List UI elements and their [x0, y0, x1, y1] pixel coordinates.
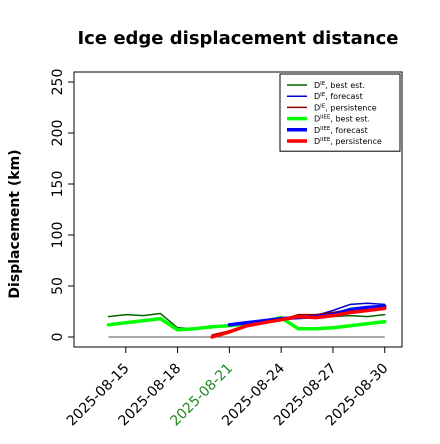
legend-label: DIE, best est.	[314, 81, 365, 90]
chart-title: Ice edge displacement distance	[77, 28, 398, 49]
legend-label: DIE, forecast	[314, 92, 363, 101]
y-tick-label: 150	[50, 171, 66, 198]
plot-frame	[73, 71, 403, 348]
legend-label: DIIEE, best est.	[314, 115, 370, 124]
legend-label: DIIEE, persistence	[314, 137, 382, 146]
y-tick-label: 50	[50, 277, 66, 295]
legend: DIE, best est. DIE, forecast DIE, persiste…	[279, 73, 401, 152]
legend-label: DIE, persistence	[314, 103, 377, 112]
series-line	[210, 306, 387, 339]
y-tick-label: 250	[50, 69, 66, 96]
y-axis-label: Displacement (km)	[7, 149, 23, 298]
legend-label: DIIEE, forecast	[314, 126, 368, 135]
legend-box	[279, 73, 401, 152]
y-tick-label: 0	[50, 333, 66, 342]
y-tick-label: 100	[50, 222, 66, 249]
y-tick-label: 200	[50, 120, 66, 147]
